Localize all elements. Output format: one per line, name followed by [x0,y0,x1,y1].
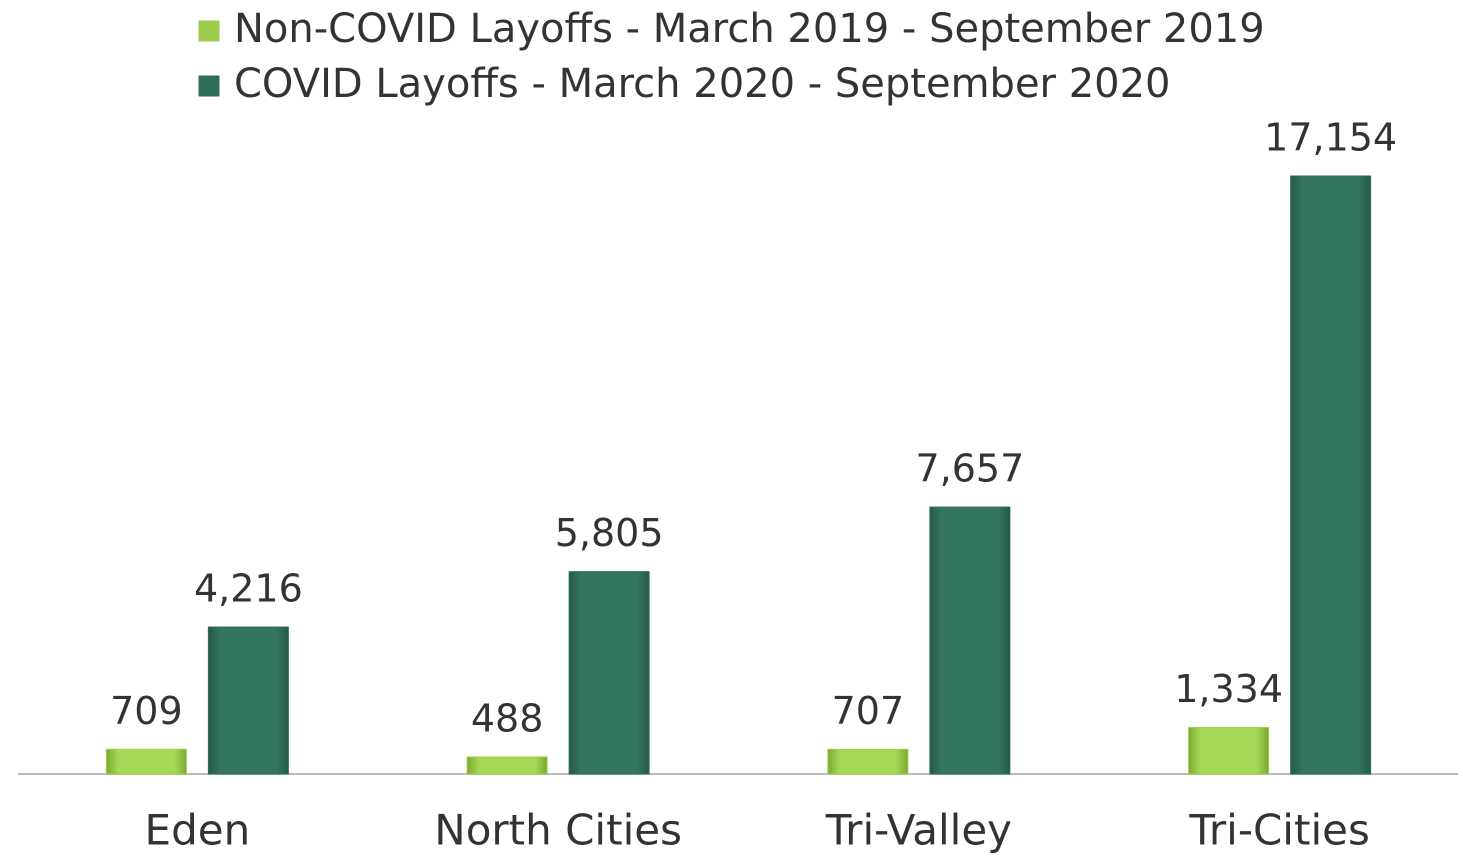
legend-swatch [197,19,221,43]
data-label: 709 [110,689,183,733]
bar [929,506,1011,775]
x-tick-label: North Cities [434,806,682,855]
bar [568,571,650,775]
x-tick-label: Eden [145,806,251,855]
bar [1188,726,1270,775]
data-label: 17,154 [1264,115,1397,159]
data-label: 7,657 [915,447,1024,491]
bar [207,626,289,775]
legend-label: COVID Layoffs - March 2020 - September 2… [234,61,1171,107]
data-label: 488 [471,696,544,740]
legend-swatch [197,74,221,98]
data-label: 707 [832,689,905,733]
bar [466,756,548,775]
data-label: 4,216 [194,567,303,611]
bar [1290,175,1372,775]
x-tick-label: Tri-Valley [825,806,1012,855]
bar [105,748,187,775]
legend-label: Non-COVID Layoffs - March 2019 - Septemb… [234,6,1265,52]
x-tick-label: Tri-Cities [1188,806,1369,855]
bar [827,748,909,775]
data-label: 5,805 [555,511,664,555]
data-label: 1,334 [1174,667,1283,711]
